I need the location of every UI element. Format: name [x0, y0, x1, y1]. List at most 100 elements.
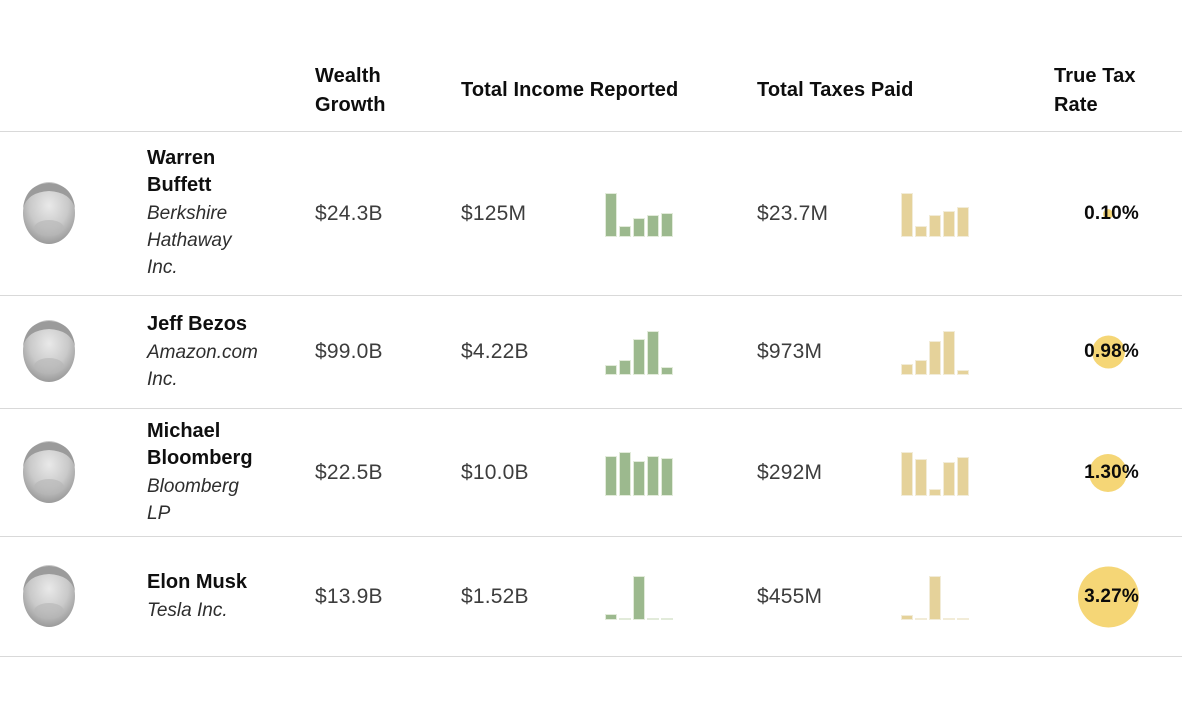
bar	[619, 225, 631, 237]
taxes-bar-chart	[901, 191, 969, 237]
column-header-true-tax-rate: True Tax Rate	[1054, 64, 1136, 116]
income-bar-chart	[605, 450, 673, 496]
headshot-jeff-bezos	[0, 314, 147, 390]
bar	[647, 617, 659, 620]
bar	[661, 457, 673, 496]
total-income-value: $1.52B	[461, 584, 529, 608]
headshot-photo	[23, 320, 75, 382]
person-company: Tesla Inc.	[147, 599, 228, 621]
table-row-jeff-bezos: Jeff Bezos Amazon.com Inc. $99.0B $4.22B…	[0, 296, 1182, 409]
person-cell: Michael Bloomberg Bloomberg LP	[147, 418, 263, 528]
bar	[901, 364, 913, 375]
bar	[619, 617, 631, 620]
bar	[661, 212, 673, 237]
bar	[633, 575, 645, 620]
total-income-value: $125M	[461, 201, 527, 225]
bar	[915, 458, 927, 496]
true-tax-rate-table: Wealth Growth Total Income Reported Tota…	[0, 0, 1182, 657]
bar	[929, 488, 941, 496]
wealth-growth-value: $99.0B	[315, 340, 383, 363]
wealth-growth-value: $24.3B	[315, 201, 383, 225]
bar	[915, 360, 927, 375]
table-row-elon-musk: Elon Musk Tesla Inc. $13.9B $1.52B $455M…	[0, 537, 1182, 657]
bar	[605, 455, 617, 496]
column-header-wealth-growth: Wealth Growth	[315, 64, 386, 116]
headshot-warren-buffett	[0, 176, 147, 252]
true-tax-rate-value: 3.27%	[1084, 585, 1139, 607]
bar	[661, 617, 673, 620]
person-cell: Elon Musk Tesla Inc.	[147, 569, 263, 625]
true-tax-rate-cell: 3.27%	[1050, 566, 1182, 627]
taxes-bar-chart	[901, 450, 969, 496]
bar	[633, 339, 645, 375]
person-company: Berkshire Hathaway Inc.	[147, 203, 232, 278]
bar	[605, 192, 617, 237]
wealth-growth-value: $22.5B	[315, 460, 383, 484]
true-tax-rate-cell: 0.98%	[1050, 335, 1182, 369]
income-bar-chart	[605, 574, 673, 620]
bar	[901, 614, 913, 620]
bar	[901, 451, 913, 496]
headshot-elon-musk	[0, 559, 147, 635]
rate-highlight-circle	[1089, 453, 1127, 492]
bar	[929, 214, 941, 237]
bar	[633, 217, 645, 237]
taxes-bar-chart	[901, 329, 969, 375]
headshot-photo	[23, 440, 75, 503]
total-taxes-value: $292M	[757, 460, 823, 484]
person-cell: Warren Buffett Berkshire Hathaway Inc.	[147, 145, 263, 282]
bar	[605, 613, 617, 620]
table-row-michael-bloomberg: Michael Bloomberg Bloomberg LP $22.5B $1…	[0, 409, 1182, 537]
headshot-michael-bloomberg	[0, 435, 147, 511]
bar	[943, 617, 955, 620]
income-bar-chart	[605, 329, 673, 375]
bar	[957, 206, 969, 237]
person-company: Amazon.com Inc.	[147, 341, 258, 390]
person-name: Michael Bloomberg	[147, 419, 253, 469]
bar	[929, 575, 941, 620]
headshot-photo	[23, 564, 75, 627]
bar	[915, 225, 927, 237]
person-name: Warren Buffett	[147, 147, 216, 197]
rate-highlight-circle	[1077, 566, 1139, 627]
true-tax-rate-cell: 1.30%	[1050, 453, 1182, 492]
income-bar-chart	[605, 191, 673, 237]
person-name: Elon Musk	[147, 570, 248, 593]
bar	[943, 461, 955, 496]
bar	[929, 341, 941, 375]
table-row-warren-buffett: Warren Buffett Berkshire Hathaway Inc. $…	[0, 132, 1182, 296]
rate-highlight-circle	[1091, 335, 1125, 369]
bar	[957, 370, 969, 375]
rate-highlight-circle	[1103, 208, 1113, 219]
bar	[647, 214, 659, 237]
total-taxes-value: $973M	[757, 340, 823, 363]
bar	[915, 617, 927, 620]
column-header-total-income-reported: Total Income Reported	[461, 79, 679, 101]
total-income-value: $4.22B	[461, 340, 529, 363]
bar	[633, 460, 645, 496]
bar	[619, 360, 631, 375]
true-tax-rate-value: 1.30%	[1084, 461, 1139, 483]
table-header: Wealth Growth Total Income Reported Tota…	[0, 0, 1182, 132]
column-header-total-taxes-paid: Total Taxes Paid	[757, 79, 914, 101]
bar	[957, 456, 969, 496]
true-tax-rate-value: 0.10%	[1084, 202, 1139, 224]
bar	[647, 331, 659, 375]
person-company: Bloomberg LP	[147, 475, 239, 524]
bar	[605, 365, 617, 375]
bar	[957, 617, 969, 620]
bar	[619, 451, 631, 496]
taxes-bar-chart	[901, 574, 969, 620]
true-tax-rate-cell: 0.10%	[1050, 203, 1182, 225]
total-taxes-value: $23.7M	[757, 201, 829, 225]
bar	[943, 210, 955, 237]
person-name: Jeff Bezos	[147, 312, 248, 335]
total-taxes-value: $455M	[757, 584, 823, 608]
wealth-growth-value: $13.9B	[315, 584, 383, 608]
total-income-value: $10.0B	[461, 460, 529, 484]
bar	[661, 367, 673, 375]
headshot-photo	[23, 181, 75, 244]
bar	[901, 192, 913, 237]
person-cell: Jeff Bezos Amazon.com Inc.	[147, 311, 263, 394]
bar	[647, 455, 659, 496]
